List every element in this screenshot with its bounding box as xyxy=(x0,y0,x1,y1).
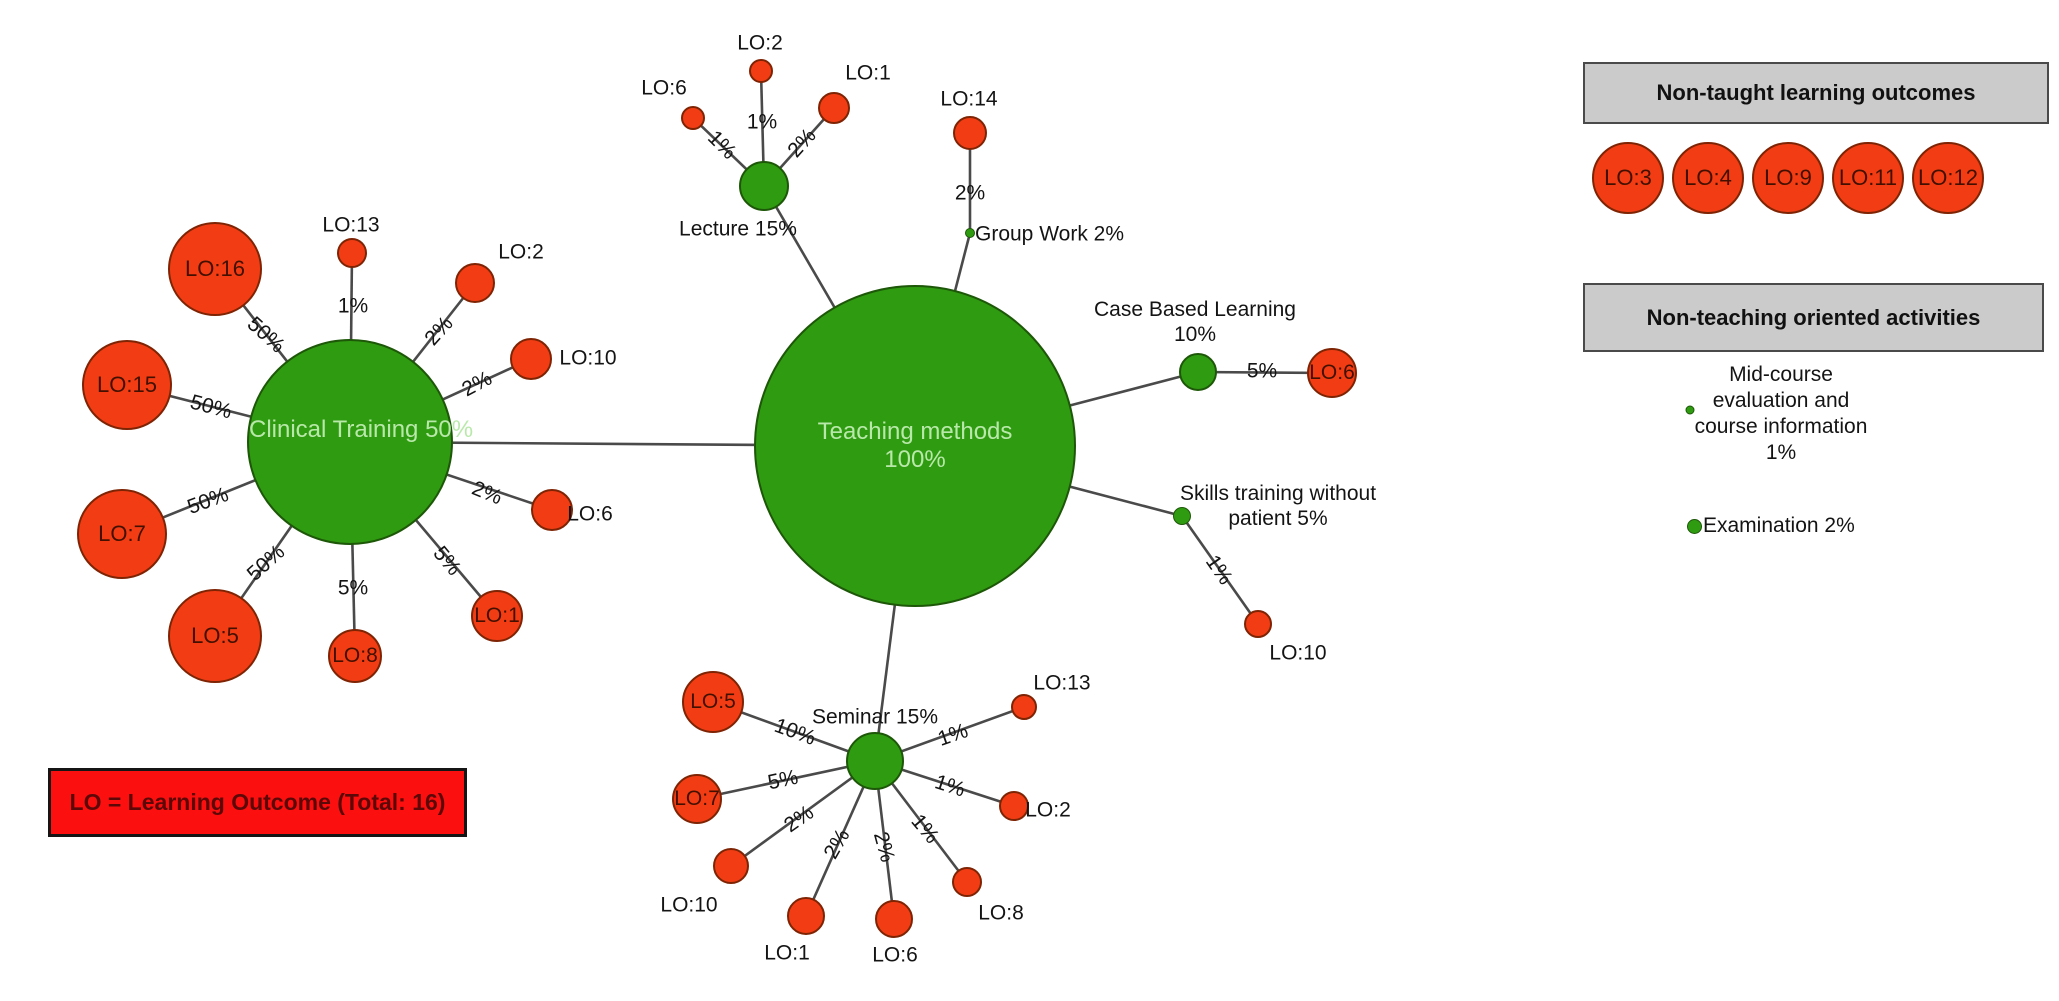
node-teaching-methods-label: Teaching methods 100% xyxy=(817,418,1013,473)
edge-percent-label: 2% xyxy=(954,181,986,205)
edge-percent-label: 1% xyxy=(337,294,369,318)
node-lo5-sem: LO:5 xyxy=(682,671,744,733)
edge-percent-label: 5% xyxy=(1246,359,1278,383)
edge-skills-training-dot--lo10-skill xyxy=(1180,515,1260,625)
legend-circle-lo-11: LO:11 xyxy=(1832,142,1904,214)
mid-course-green-dot-icon xyxy=(1685,405,1695,415)
node-external-label: LO:1 xyxy=(845,61,891,85)
node-seminar xyxy=(846,732,904,790)
node-lo1-ct-label: LO:1 xyxy=(474,603,520,627)
node-lo6-cbl-label: LO:6 xyxy=(1309,360,1355,384)
node-lo8-ct: LO:8 xyxy=(328,629,382,683)
node-lo1-lec xyxy=(818,92,850,124)
mid-course-line-1: Mid-course xyxy=(1729,363,1833,386)
node-external-label: Skills training without patient 5% xyxy=(1179,482,1377,530)
node-external-label: Case Based Learning 10% xyxy=(1094,298,1296,346)
examination-label: Examination 2% xyxy=(1703,514,1855,537)
node-skills-training-dot xyxy=(1173,507,1191,525)
node-lo6-ct xyxy=(531,489,573,531)
node-lo15-ct: LO:15 xyxy=(82,340,172,430)
node-lo2-ct xyxy=(455,263,495,303)
mid-course-line-4: 1% xyxy=(1765,441,1797,464)
node-lo6-sem xyxy=(875,900,913,938)
node-external-label: LO:13 xyxy=(322,213,380,237)
legend-circle-lo-9: LO:9 xyxy=(1752,142,1824,214)
node-lo5-sem-label: LO:5 xyxy=(690,689,736,713)
node-external-label: LO:10 xyxy=(660,893,718,917)
node-lo8-sem xyxy=(952,867,982,897)
node-external-label: LO:2 xyxy=(737,31,783,55)
node-lecture xyxy=(739,161,789,211)
edge-percent-label: 1% xyxy=(746,110,778,134)
node-lo7-ct: LO:7 xyxy=(77,489,167,579)
node-lo15-ct-label: LO:15 xyxy=(97,372,157,398)
node-lo7-sem-label: LO:7 xyxy=(674,786,720,810)
node-lo1-sem xyxy=(787,897,825,935)
legend-circle-lo-12: LO:12 xyxy=(1912,142,1984,214)
node-lo2-sem xyxy=(999,791,1029,821)
lo-definition-box: LO = Learning Outcome (Total: 16) xyxy=(48,768,467,837)
lo-definition-text: LO = Learning Outcome (Total: 16) xyxy=(69,789,446,815)
examination-green-dot-icon xyxy=(1687,518,1702,534)
node-external-label: LO:2 xyxy=(498,240,544,264)
legend-header-non-teaching: Non-teaching oriented activities xyxy=(1583,283,2044,352)
node-lo13-sem xyxy=(1011,694,1037,720)
legend-header-non-taught-text: Non-taught learning outcomes xyxy=(1656,80,1976,105)
node-lo14-gw xyxy=(953,116,987,150)
legend-header-non-taught: Non-taught learning outcomes xyxy=(1583,62,2049,124)
node-external-label: LO:2 xyxy=(1025,798,1071,822)
node-lo16-ct: LO:16 xyxy=(168,222,262,316)
legend-circle-lo-4: LO:4 xyxy=(1672,142,1744,214)
node-external-label: LO:8 xyxy=(978,901,1024,925)
node-lo2-lec xyxy=(749,59,773,83)
mid-course-evaluation-label: Mid-course evaluation and course informa… xyxy=(1695,362,1868,466)
node-lo1-ct: LO:1 xyxy=(471,590,523,642)
node-lo13-ct xyxy=(337,238,367,268)
node-external-label: Seminar 15% xyxy=(811,705,939,729)
node-clinical-training: Clinical Training 50% xyxy=(247,339,474,545)
node-external-label: LO:10 xyxy=(1269,641,1327,665)
node-external-label: LO:13 xyxy=(1033,671,1091,695)
edge-percent-label: 5% xyxy=(337,576,369,600)
node-lo10-sem xyxy=(713,848,749,884)
node-lo7-ct-label: LO:7 xyxy=(98,521,146,547)
node-case-based-learning xyxy=(1179,353,1217,391)
node-external-label: LO:14 xyxy=(940,87,998,111)
node-external-label: Lecture 15% xyxy=(679,217,797,241)
node-lo5-ct: LO:5 xyxy=(168,589,262,683)
node-lo8-ct-label: LO:8 xyxy=(332,643,378,667)
mid-course-line-3: course information xyxy=(1694,415,1868,438)
legend-circle-lo-3: LO:3 xyxy=(1592,142,1664,214)
node-lo5-ct-label: LO:5 xyxy=(191,623,239,649)
edge-seminar--lo7-sem xyxy=(696,759,876,801)
node-teaching-methods: Teaching methods 100% xyxy=(754,285,1076,607)
node-lo10-skill xyxy=(1244,610,1272,638)
node-lo6-lec xyxy=(681,106,705,130)
node-lo10-ct xyxy=(510,338,552,380)
examination-label-row: Examination 2% xyxy=(1687,514,1855,538)
node-external-label: LO:1 xyxy=(764,941,810,965)
node-clinical-training-label: Clinical Training 50% xyxy=(249,416,474,444)
mid-course-line-2: evaluation and xyxy=(1712,389,1850,412)
legend-header-non-teaching-text: Non-teaching oriented activities xyxy=(1646,304,1981,330)
node-external-label: Group Work 2% xyxy=(975,222,1124,246)
non-taught-outcomes-row: LO:3 LO:4 LO:9 LO:11 LO:12 xyxy=(1592,142,1984,214)
node-lo16-ct-label: LO:16 xyxy=(185,256,245,282)
node-external-label: LO:6 xyxy=(641,76,687,100)
node-group-work-dot xyxy=(965,228,975,238)
node-external-label: LO:6 xyxy=(567,502,613,526)
node-external-label: LO:10 xyxy=(559,346,617,370)
node-lo6-cbl: LO:6 xyxy=(1307,348,1357,398)
node-lo7-sem: LO:7 xyxy=(672,774,722,824)
node-external-label: LO:6 xyxy=(872,943,918,967)
